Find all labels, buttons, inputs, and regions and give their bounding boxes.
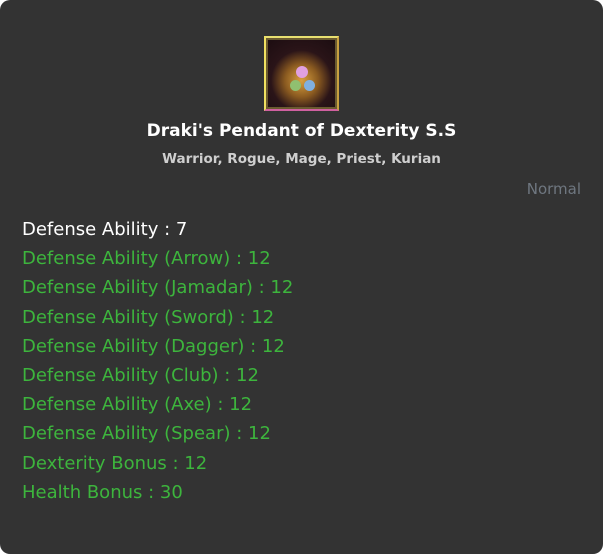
stat-line: Defense Ability : 7 xyxy=(22,219,188,240)
stat-list: Defense Ability : 7 Defense Ability (Arr… xyxy=(22,218,293,510)
item-classes: Warrior, Rogue, Mage, Priest, Kurian xyxy=(162,151,441,167)
pendant-icon xyxy=(264,36,339,111)
stat-line: Defense Ability (Arrow) : 12 xyxy=(22,248,271,270)
stat-line: Dexterity Bonus : 12 xyxy=(22,452,208,474)
stat-line: Defense Ability (Spear) : 12 xyxy=(22,423,271,445)
stat-line: Health Bonus : 30 xyxy=(22,481,183,503)
item-name: Draki's Pendant of Dexterity S.S xyxy=(146,121,457,141)
stat-line: Defense Ability (Axe) : 12 xyxy=(22,394,253,416)
stat-line: Defense Ability (Sword) : 12 xyxy=(22,306,275,328)
stat-line: Defense Ability (Jamadar) : 12 xyxy=(22,277,294,299)
stat-line: Defense Ability (Dagger) : 12 xyxy=(22,335,285,357)
gem-purple xyxy=(296,66,308,78)
gem-blue xyxy=(304,80,315,91)
gem-green xyxy=(290,80,301,91)
item-grade: Normal xyxy=(526,180,581,198)
stat-line: Defense Ability (Club) : 12 xyxy=(22,364,259,386)
